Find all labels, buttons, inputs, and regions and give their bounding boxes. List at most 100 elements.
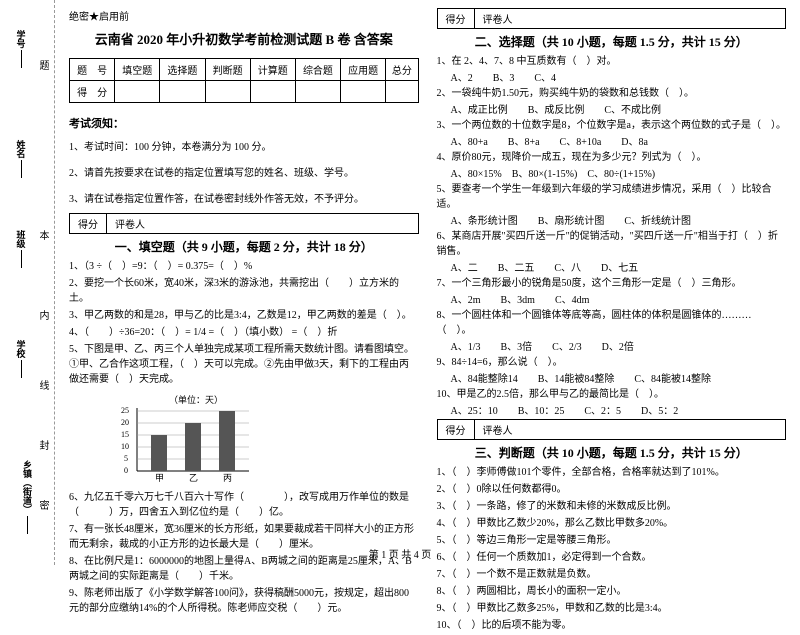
question: 8、一个圆柱体和一个圆锥体等底等高，圆柱体的体积是圆锥体的………（ ）。 (437, 308, 787, 338)
question: 1、（3 ÷（ ）=9：（ ）= 0.375=（ ）% (69, 259, 419, 274)
score-label: 得分 (438, 9, 475, 28)
side-label: 乡镇（街道） (21, 460, 34, 514)
table-row: 题 号 填空题 选择题 判断题 计算题 综合题 应用题 总分 (70, 59, 419, 81)
secret-label: 绝密★启用前 (69, 8, 419, 23)
options: A、25：10 B、10：25 C、2：5 D、5：2 (437, 404, 787, 419)
cell (386, 81, 418, 103)
page-footer: 第 1 页 共 4 页 (0, 546, 800, 561)
side-label: 班级 (15, 230, 28, 248)
seal-mark: 本 (35, 230, 50, 240)
options: A、80×15% B、80×(1-15%) C、80÷(1+15%) (437, 167, 787, 182)
question: 1、在 2、4、7、8 中互质数有（ ）对。 (437, 54, 787, 69)
cell: 综合题 (295, 59, 340, 81)
question: 7、一个三角形最小的锐角是50度，这个三角形一定是（ ）三角形。 (437, 276, 787, 291)
cell: 总分 (386, 59, 418, 81)
notice-item: 3、请在试卷指定位置作答，在试卷密封线外作答无效，不予评分。 (69, 193, 419, 207)
section3-title: 三、判断题（共 10 小题，每题 1.5 分，共计 15 分） (437, 444, 787, 461)
question: 3、一个两位数的十位数字是8，个位数字是a，表示这个两位数的式子是（ ）。 (437, 118, 787, 133)
marker-label: 评卷人 (475, 420, 521, 439)
options: A、1/3 B、3倍 C、2/3 D、2倍 (437, 340, 787, 355)
binding-column: 学号 姓名 班级 学校 乡镇（街道） 题 本 内 线 封 密 (0, 0, 55, 565)
cell: 得 分 (70, 81, 115, 103)
marker-label: 评卷人 (475, 9, 521, 28)
cell: 填空题 (115, 59, 160, 81)
seal-mark: 线 (35, 380, 50, 390)
table-row: 得 分 (70, 81, 419, 103)
side-label: 姓名 (15, 140, 28, 158)
svg-text:5: 5 (124, 454, 128, 463)
cell: 选择题 (160, 59, 205, 81)
right-column: 得分 评卷人 二、选择题（共 10 小题，每题 1.5 分，共计 15 分） 1… (437, 8, 787, 565)
section-score-box: 得分 评卷人 (437, 8, 787, 29)
svg-text:丙: 丙 (223, 473, 232, 483)
question: 5、下图是甲、乙、丙三个人单独完成某项工程所需天数统计图。请看图填空。①甲、乙合… (69, 342, 419, 387)
y-tick-labels: 0 5 10 15 20 25 (121, 406, 129, 475)
svg-text:0: 0 (124, 466, 128, 475)
chart-svg: （单位：天） 0 5 10 15 20 25 (109, 393, 259, 483)
cell (205, 81, 250, 103)
question: 2、一袋纯牛奶1.50元，购买纯牛奶的袋数和总钱数（ ）。 (437, 86, 787, 101)
score-table: 题 号 填空题 选择题 判断题 计算题 综合题 应用题 总分 得 分 (69, 58, 419, 103)
seal-mark: 密 (35, 500, 50, 510)
question: 3、甲乙两数的和是28，甲与乙的比是3:4，乙数是12，甲乙两数的差是（ ）。 (69, 308, 419, 323)
side-label: 学校 (15, 340, 28, 358)
section1-title: 一、填空题（共 9 小题，每题 2 分，共计 18 分） (69, 238, 419, 255)
options: A、84能整除14 B、14能被84整除 C、84能被14整除 (437, 372, 787, 387)
question: 3、（ ）一条路，修了的米数和未修的米数成反比例。 (437, 499, 787, 514)
question: 9、（ ）甲数比乙数多25%，甲数和乙数的比是3:4。 (437, 601, 787, 616)
notice-head: 考试须知： (69, 115, 419, 131)
section-score-box: 得分 评卷人 (69, 213, 419, 234)
cell (250, 81, 295, 103)
question: 2、（ ）0除以任何数都得0。 (437, 482, 787, 497)
bar-yi (185, 423, 201, 471)
options: A、2m B、3dm C、4dm (437, 293, 787, 308)
seal-mark: 内 (35, 310, 50, 320)
question: 4、（ ）÷36=20：（ ）= 1/4 =（ ）（填小数） =（ ）折 (69, 325, 419, 340)
question: 4、原价80元，现降价一成五，现在为多少元？列式为（ ）。 (437, 150, 787, 165)
question: 10、甲是乙的2.5倍，那么甲与乙的最简比是（ ）。 (437, 387, 787, 402)
question: 6、某商店开展"买四斤送一斤"的促销活动，"买四斤送一斤"相当于打（ ）折销售。 (437, 229, 787, 259)
bar-jia (151, 435, 167, 471)
question: 6、九亿五千零六万七千八百六十写作（ ），改写成用万作单位的数是（ ）万，四舍五… (69, 490, 419, 520)
x-labels: 甲乙丙 (155, 473, 232, 483)
content-area: 绝密★启用前 云南省 2020 年小升初数学考前检测试题 B 卷 含答案 题 号… (55, 0, 800, 565)
svg-text:乙: 乙 (189, 473, 198, 483)
chart-ylabel: （单位：天） (169, 394, 223, 405)
question: 9、陈老师出版了《小学数学解答100问》，获得稿酬5000元，按规定，超出800… (69, 586, 419, 616)
cell: 计算题 (250, 59, 295, 81)
cell: 判断题 (205, 59, 250, 81)
question: 7、（ ）一个数不是正数就是负数。 (437, 567, 787, 582)
notice-item: 2、请首先按要求在试卷的指定位置填写您的姓名、班级、学号。 (69, 167, 419, 181)
question: 2、要挖一个长60米，宽40米，深3米的游泳池，共需挖出（ ）立方米的土。 (69, 276, 419, 306)
svg-text:甲: 甲 (155, 473, 164, 483)
question: 4、（ ）甲数比乙数少20%，那么乙数比甲数多20%。 (437, 516, 787, 531)
question: 5、要查考一个学生一年级到六年级的学习成绩进步情况，采用（ ）比较合适。 (437, 182, 787, 212)
svg-text:15: 15 (121, 430, 129, 439)
cell: 题 号 (70, 59, 115, 81)
cell (295, 81, 340, 103)
question: 8、（ ）两圆相比，周长小的面积一定小。 (437, 584, 787, 599)
cell (341, 81, 386, 103)
options: A、2 B、3 C、4 (437, 71, 787, 86)
svg-text:25: 25 (121, 406, 129, 415)
bar-chart: （单位：天） 0 5 10 15 20 25 (109, 393, 419, 486)
marker-label: 评卷人 (107, 214, 153, 233)
options: A、成正比例 B、成反比例 C、不成比例 (437, 103, 787, 118)
seal-mark: 题 (35, 60, 50, 70)
options: A、二 B、二五 C、八 D、七五 (437, 261, 787, 276)
seal-mark: 封 (35, 440, 50, 450)
cell (160, 81, 205, 103)
svg-text:20: 20 (121, 418, 129, 427)
options: A、80+a B、8+a C、8+10a D、8a (437, 135, 787, 150)
bar-bing (219, 411, 235, 471)
exam-title: 云南省 2020 年小升初数学考前检测试题 B 卷 含答案 (69, 29, 419, 48)
score-label: 得分 (70, 214, 107, 233)
section2-questions: 1、在 2、4、7、8 中互质数有（ ）对。 A、2 B、3 C、42、一袋纯牛奶… (437, 54, 787, 419)
score-label: 得分 (438, 420, 475, 439)
question: 1、（ ）李师傅做101个零件，全部合格，合格率就达到了101%。 (437, 465, 787, 480)
question: 9、84÷14=6，那么说（ ）。 (437, 355, 787, 370)
question: 10、（ ）比的后项不能为零。 (437, 618, 787, 633)
left-column: 绝密★启用前 云南省 2020 年小升初数学考前检测试题 B 卷 含答案 题 号… (69, 8, 419, 565)
notice-item: 1、考试时间：100 分钟，本卷满分为 100 分。 (69, 141, 419, 155)
svg-text:10: 10 (121, 442, 129, 451)
